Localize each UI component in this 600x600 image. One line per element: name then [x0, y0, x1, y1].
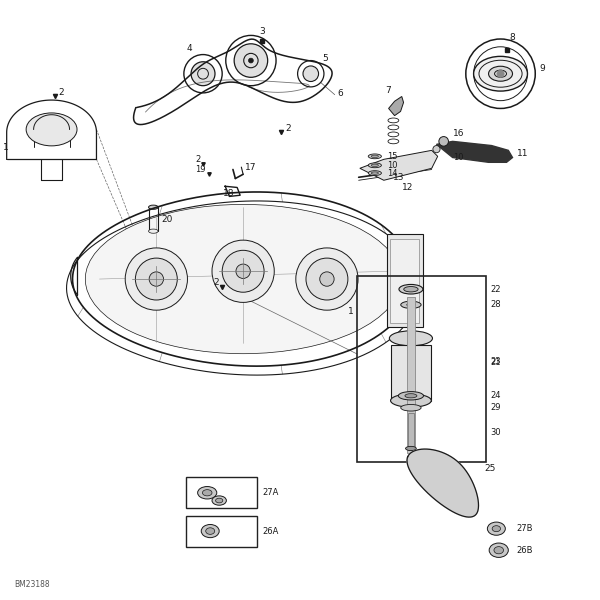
Text: 29: 29 — [490, 403, 501, 412]
Bar — [186, 515, 257, 547]
Bar — [149, 207, 158, 231]
Text: 2: 2 — [59, 88, 64, 97]
Ellipse shape — [215, 498, 223, 503]
Text: 26B: 26B — [517, 546, 533, 555]
Ellipse shape — [494, 547, 503, 554]
Text: BM23188: BM23188 — [14, 580, 49, 589]
Polygon shape — [389, 97, 404, 116]
Bar — [357, 276, 485, 461]
Text: 27B: 27B — [517, 524, 533, 533]
Text: 1: 1 — [2, 143, 8, 152]
Text: 6: 6 — [337, 89, 343, 98]
Circle shape — [306, 258, 348, 300]
Text: 12: 12 — [402, 183, 413, 192]
Ellipse shape — [489, 543, 508, 557]
Circle shape — [125, 248, 187, 310]
Text: 10: 10 — [387, 161, 397, 170]
Ellipse shape — [405, 394, 417, 398]
Bar — [186, 477, 257, 508]
Ellipse shape — [391, 394, 431, 407]
Ellipse shape — [368, 163, 382, 168]
Text: 22: 22 — [490, 285, 501, 294]
Ellipse shape — [149, 229, 158, 233]
Bar — [391, 346, 431, 401]
Text: 10: 10 — [452, 153, 463, 162]
Ellipse shape — [368, 170, 382, 175]
Text: 19: 19 — [195, 165, 206, 174]
Polygon shape — [436, 142, 512, 163]
Circle shape — [433, 146, 440, 153]
Ellipse shape — [389, 331, 433, 346]
Text: 8: 8 — [509, 34, 515, 43]
Text: 2: 2 — [195, 155, 200, 164]
Circle shape — [136, 258, 177, 300]
Text: 24: 24 — [490, 391, 501, 400]
Ellipse shape — [371, 164, 379, 167]
Circle shape — [497, 70, 504, 77]
Circle shape — [320, 272, 334, 286]
Bar — [387, 234, 423, 327]
Text: 15: 15 — [387, 152, 397, 161]
Ellipse shape — [26, 113, 77, 146]
Polygon shape — [407, 449, 479, 517]
Ellipse shape — [487, 522, 505, 535]
Text: 4: 4 — [186, 44, 192, 53]
Bar — [407, 297, 415, 452]
Circle shape — [222, 250, 264, 292]
Ellipse shape — [406, 446, 416, 451]
Circle shape — [212, 240, 274, 302]
Text: 23: 23 — [490, 356, 501, 365]
Text: 25: 25 — [484, 464, 496, 473]
Ellipse shape — [473, 56, 527, 91]
Text: 17: 17 — [245, 163, 256, 172]
Text: 2: 2 — [213, 278, 219, 287]
Text: 7: 7 — [386, 86, 391, 95]
Ellipse shape — [371, 155, 379, 158]
Ellipse shape — [212, 496, 226, 505]
Ellipse shape — [398, 392, 424, 400]
Circle shape — [191, 62, 215, 86]
Text: 18: 18 — [223, 189, 235, 198]
Ellipse shape — [399, 284, 423, 294]
Text: 5: 5 — [323, 54, 328, 63]
Ellipse shape — [401, 301, 421, 308]
Circle shape — [248, 58, 253, 63]
Ellipse shape — [85, 205, 401, 353]
Circle shape — [303, 66, 319, 82]
Polygon shape — [360, 151, 437, 180]
Ellipse shape — [404, 287, 418, 292]
Ellipse shape — [201, 524, 219, 538]
Circle shape — [439, 137, 448, 146]
Text: 13: 13 — [393, 173, 404, 182]
Text: 9: 9 — [539, 64, 545, 73]
Text: 20: 20 — [161, 215, 172, 224]
Circle shape — [296, 248, 358, 310]
Circle shape — [149, 272, 164, 286]
Text: 1: 1 — [348, 307, 353, 316]
Text: 27A: 27A — [263, 488, 279, 497]
Ellipse shape — [492, 526, 500, 532]
Ellipse shape — [206, 528, 215, 535]
Text: 3: 3 — [259, 28, 265, 37]
Text: 2: 2 — [285, 124, 290, 133]
Text: 16: 16 — [452, 129, 464, 138]
Circle shape — [236, 264, 250, 278]
Ellipse shape — [401, 404, 421, 411]
Circle shape — [234, 44, 268, 77]
Ellipse shape — [202, 490, 212, 496]
Text: 21: 21 — [490, 358, 501, 367]
Text: 26A: 26A — [263, 527, 279, 536]
Ellipse shape — [368, 154, 382, 159]
Ellipse shape — [149, 205, 158, 209]
Text: 30: 30 — [490, 428, 501, 437]
Bar — [390, 239, 419, 323]
Text: 14: 14 — [387, 169, 397, 178]
Text: 11: 11 — [517, 149, 528, 158]
Ellipse shape — [488, 66, 512, 81]
Bar — [408, 413, 414, 449]
Text: 28: 28 — [490, 300, 501, 309]
Ellipse shape — [197, 487, 217, 499]
Ellipse shape — [371, 172, 379, 174]
Ellipse shape — [407, 303, 415, 306]
